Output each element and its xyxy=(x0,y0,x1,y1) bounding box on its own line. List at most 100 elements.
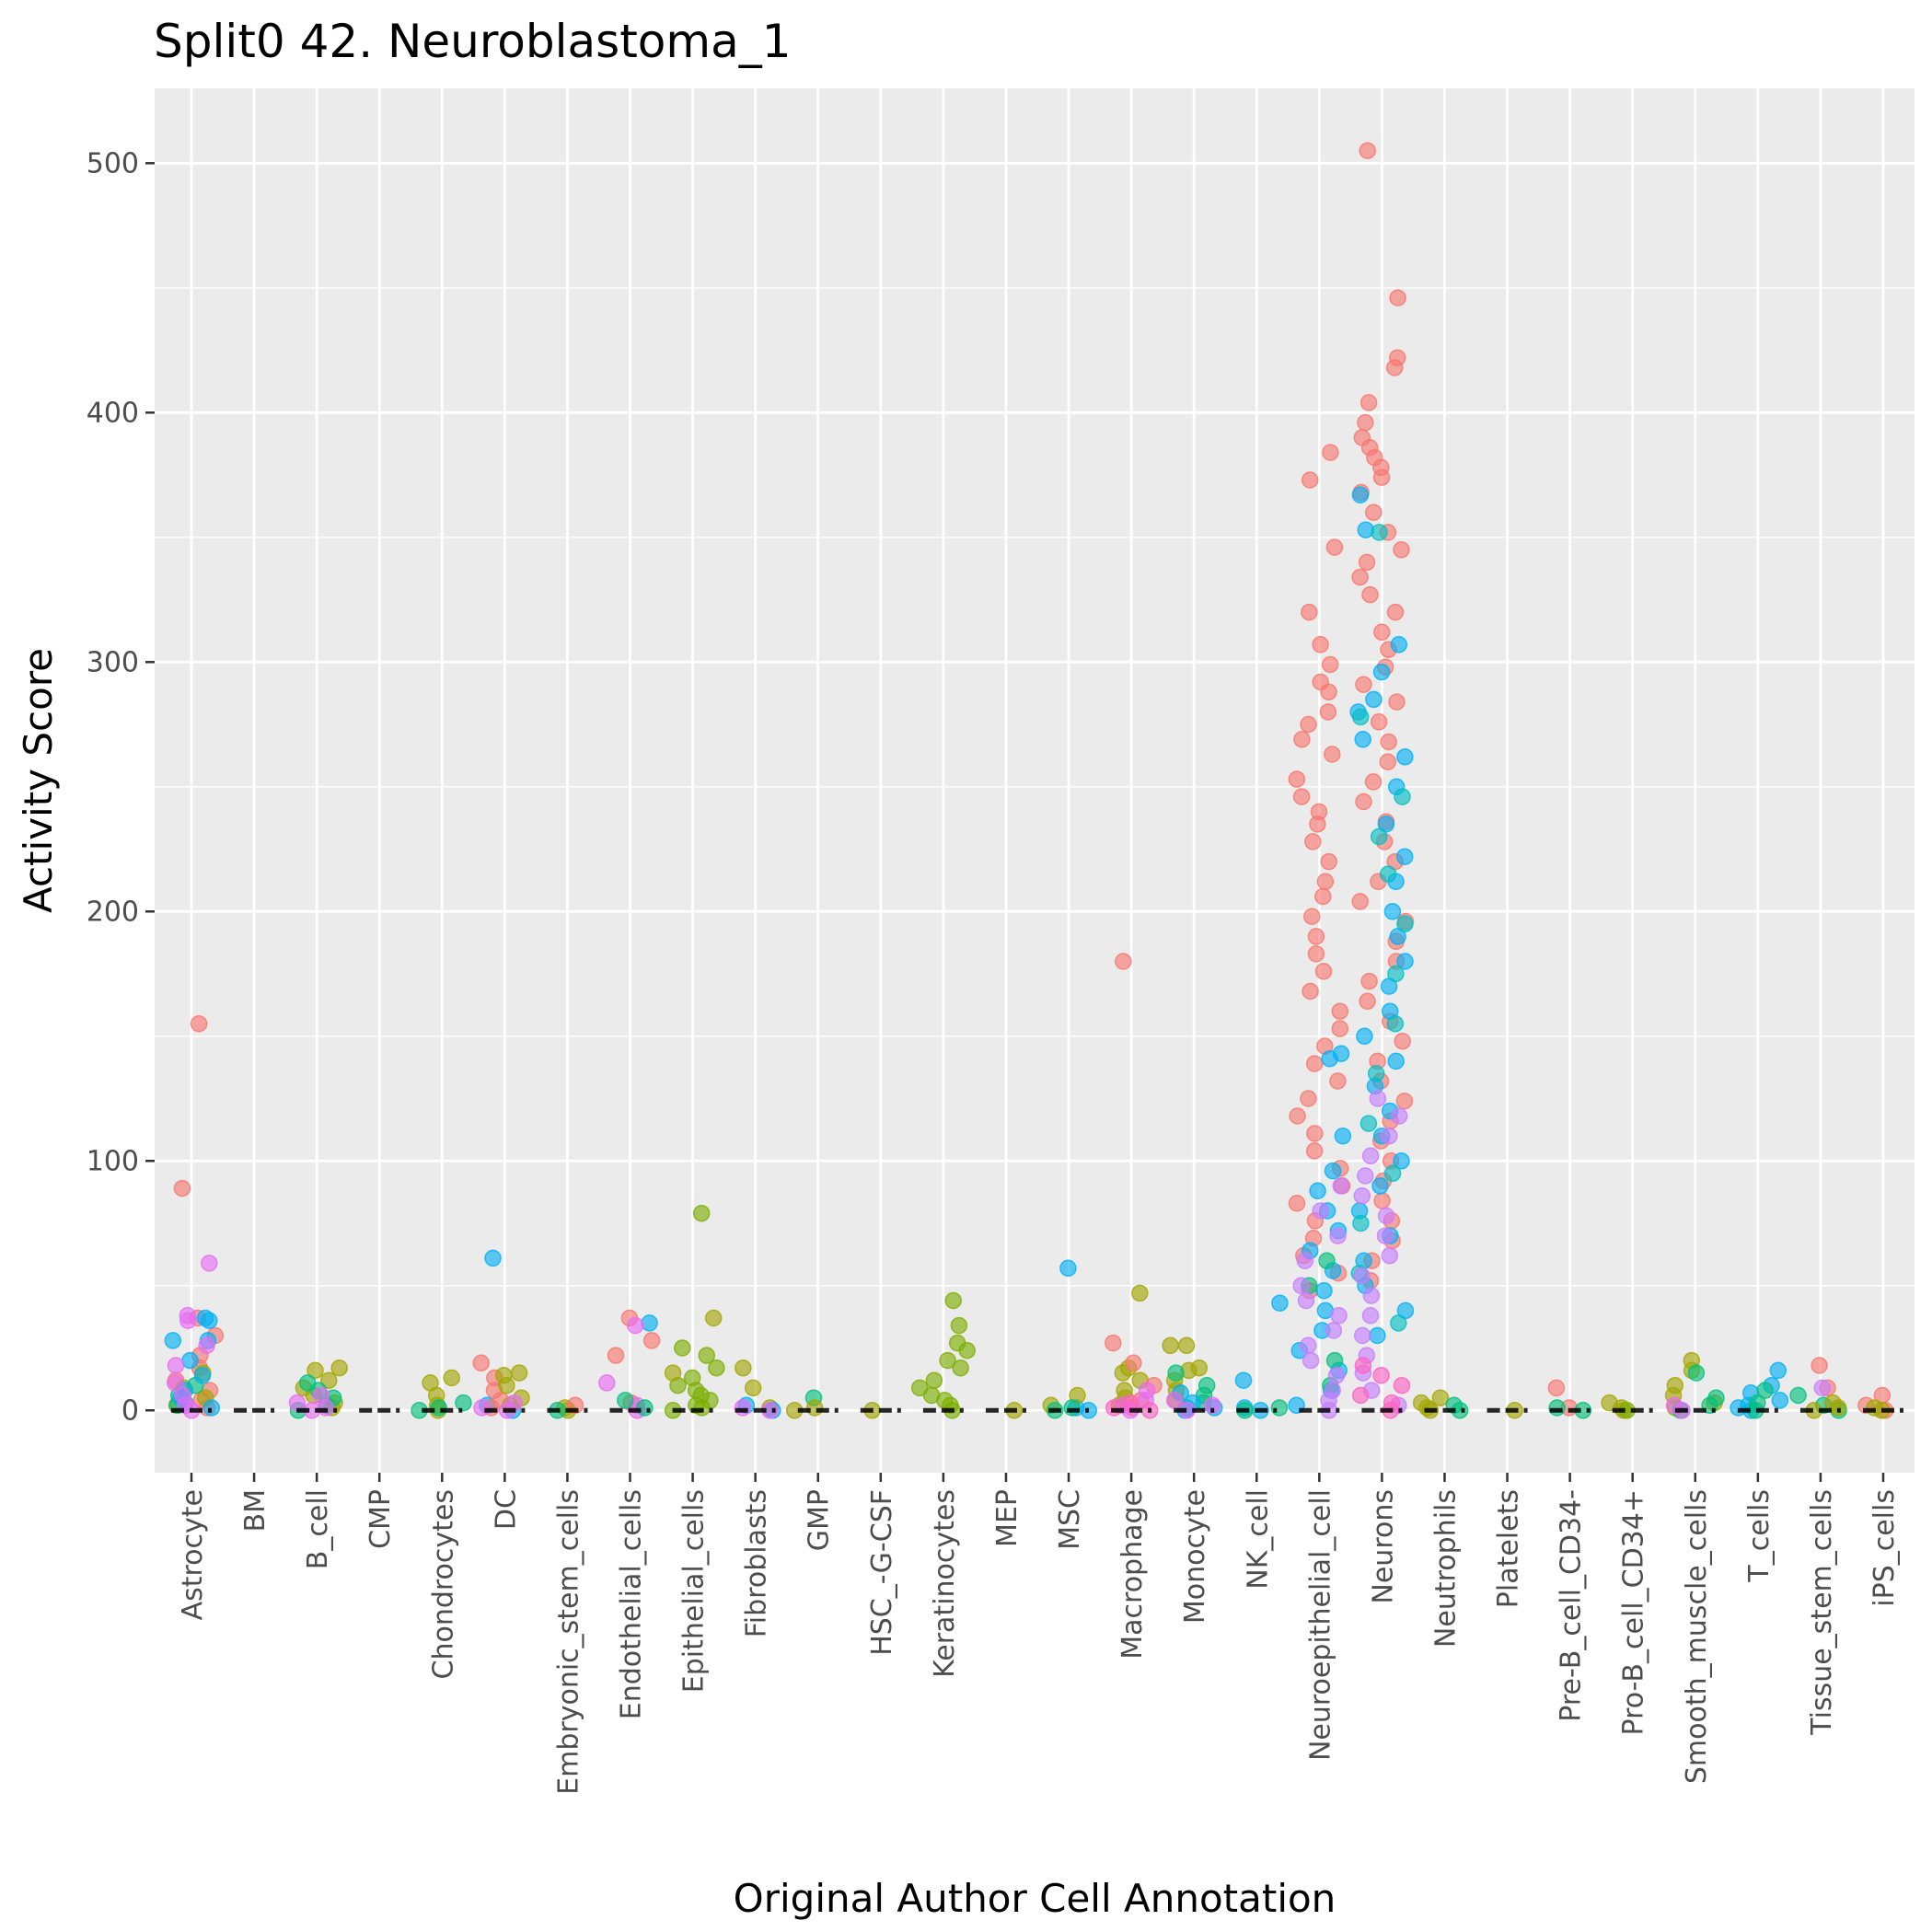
data-point xyxy=(1353,1267,1371,1285)
data-point xyxy=(1395,1092,1414,1110)
y-tick-label: 300 xyxy=(87,646,139,678)
data-point xyxy=(1292,1277,1310,1295)
series-Neutrophils-2 xyxy=(1445,1396,1469,1419)
data-point xyxy=(1813,1379,1832,1397)
data-point xyxy=(1372,469,1391,486)
data-point xyxy=(167,1357,185,1374)
data-point xyxy=(1362,1287,1381,1304)
data-point xyxy=(430,1399,447,1417)
data-point xyxy=(1330,1307,1348,1325)
data-point xyxy=(704,1309,723,1327)
data-point xyxy=(1355,792,1372,811)
data-point xyxy=(193,1367,212,1384)
data-point xyxy=(1769,1361,1787,1380)
data-point xyxy=(952,1359,969,1377)
data-point xyxy=(1829,1399,1847,1417)
data-point xyxy=(1325,1351,1344,1370)
data-point xyxy=(1360,972,1378,990)
data-point xyxy=(708,1359,725,1377)
plot-panel xyxy=(155,88,1915,1473)
data-point xyxy=(201,1312,218,1329)
data-point xyxy=(1359,1115,1378,1132)
data-point xyxy=(1301,1351,1320,1370)
data-point xyxy=(166,1374,184,1392)
y-axis-title: Activity Score xyxy=(16,648,61,913)
series-Neurons-4 xyxy=(1353,1090,1408,1415)
data-point xyxy=(1300,715,1317,734)
data-point xyxy=(1289,1107,1306,1125)
data-point xyxy=(1296,1252,1314,1269)
data-point xyxy=(642,1332,661,1349)
series-Tissue_stem_cells-2 xyxy=(1813,1379,1832,1397)
data-point xyxy=(692,1204,711,1222)
data-point xyxy=(1354,1357,1372,1374)
y-tick-label: 400 xyxy=(87,397,139,429)
data-point xyxy=(1771,1392,1789,1409)
data-point xyxy=(1325,538,1344,556)
x-tick-label: BM xyxy=(239,1489,272,1532)
data-point xyxy=(1394,788,1411,805)
data-point xyxy=(1373,1192,1391,1209)
data-point xyxy=(202,1399,221,1417)
x-tick-label: MSC xyxy=(1054,1489,1086,1550)
x-tick-label: Neutrophils xyxy=(1430,1489,1463,1648)
data-point xyxy=(1381,1127,1398,1145)
data-point xyxy=(664,1364,682,1382)
x-tick-label: B_cell xyxy=(302,1489,334,1569)
data-point xyxy=(1365,690,1382,709)
data-point xyxy=(1312,1202,1329,1220)
data-point xyxy=(1371,524,1388,541)
x-tick-label: Epithelial_cells xyxy=(678,1489,711,1693)
data-point xyxy=(958,1341,976,1359)
x-tick-label: GMP xyxy=(804,1489,836,1551)
y-tick-label: 200 xyxy=(87,896,139,928)
data-point xyxy=(1547,1379,1566,1397)
data-point xyxy=(1293,731,1311,748)
data-point xyxy=(1789,1386,1807,1405)
x-tick-label: Astrocyte xyxy=(177,1489,209,1620)
data-point xyxy=(1125,1354,1142,1372)
x-tick-label: Fibroblasts xyxy=(741,1489,773,1637)
data-point xyxy=(198,1336,215,1355)
x-tick-label: Endothelial_cells xyxy=(616,1489,648,1719)
data-point xyxy=(1271,1294,1289,1312)
data-point xyxy=(1332,1177,1350,1195)
data-point xyxy=(744,1379,762,1397)
data-point xyxy=(1355,676,1372,693)
data-point xyxy=(1357,413,1374,432)
data-point xyxy=(1331,1002,1349,1020)
data-point xyxy=(330,1359,348,1377)
data-point xyxy=(1386,603,1405,621)
x-axis-title: Original Author Cell Annotation xyxy=(734,1876,1336,1921)
data-point xyxy=(617,1392,634,1409)
data-point xyxy=(1372,1367,1390,1384)
data-point xyxy=(1387,965,1405,983)
data-point xyxy=(1377,1207,1395,1225)
data-point xyxy=(1270,1399,1289,1417)
x-tick-label: Keratinocytes xyxy=(929,1489,961,1678)
data-point xyxy=(1321,655,1339,674)
data-point xyxy=(1358,553,1376,572)
data-point xyxy=(1388,693,1406,711)
data-point xyxy=(1383,903,1402,920)
data-point xyxy=(1301,603,1318,621)
data-point xyxy=(1369,1090,1387,1107)
data-point xyxy=(1370,827,1388,846)
data-point xyxy=(1312,636,1329,654)
data-point xyxy=(472,1354,490,1372)
data-point xyxy=(1361,1307,1380,1325)
data-point xyxy=(307,1361,324,1380)
data-point xyxy=(1394,1032,1411,1050)
data-point xyxy=(1063,1399,1081,1417)
data-point xyxy=(1389,289,1406,307)
data-point xyxy=(636,1399,654,1417)
data-point xyxy=(1315,1281,1333,1300)
data-point xyxy=(641,1314,658,1332)
data-point xyxy=(1390,1314,1407,1332)
data-point xyxy=(455,1394,472,1412)
data-point xyxy=(510,1364,528,1382)
data-point xyxy=(1167,1364,1185,1382)
data-point xyxy=(1297,1291,1315,1310)
data-point xyxy=(1307,945,1325,963)
data-point xyxy=(1371,1177,1389,1195)
